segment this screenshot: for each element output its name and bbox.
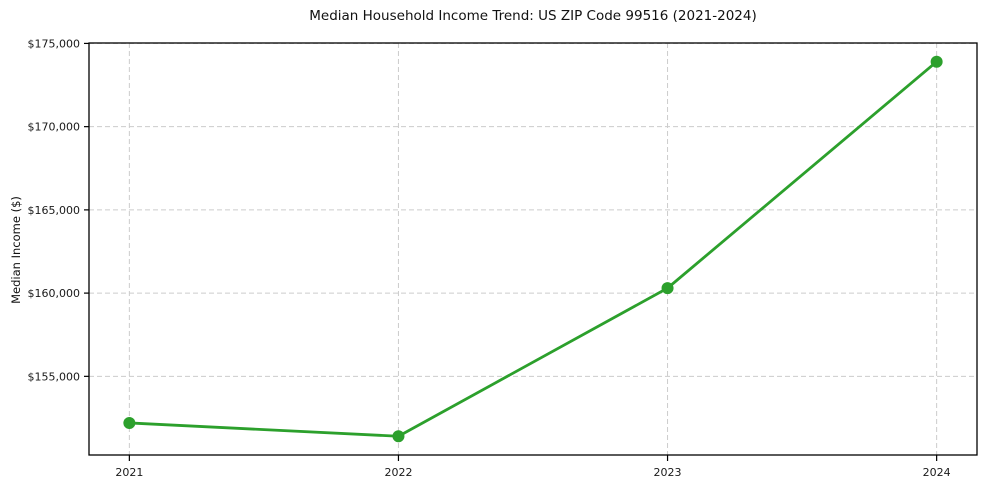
x-tick-label: 2021	[115, 466, 143, 479]
data-point	[930, 55, 943, 68]
y-tick-label: $175,000	[28, 37, 81, 50]
y-tick-label: $170,000	[28, 121, 81, 134]
x-tick-label: 2022	[384, 466, 412, 479]
series-line	[127, 60, 939, 438]
data-point	[392, 430, 405, 443]
y-tick-label: $160,000	[28, 287, 81, 300]
axes-border	[88, 42, 978, 456]
data-point	[661, 282, 674, 295]
x-tick-label: 2023	[654, 466, 682, 479]
x-tick-label: 2024	[923, 466, 951, 479]
data-point	[123, 416, 136, 429]
y-tick-label: $155,000	[28, 370, 81, 383]
chart-title: Median Household Income Trend: US ZIP Co…	[309, 8, 757, 24]
y-tick-label: $165,000	[28, 204, 81, 217]
